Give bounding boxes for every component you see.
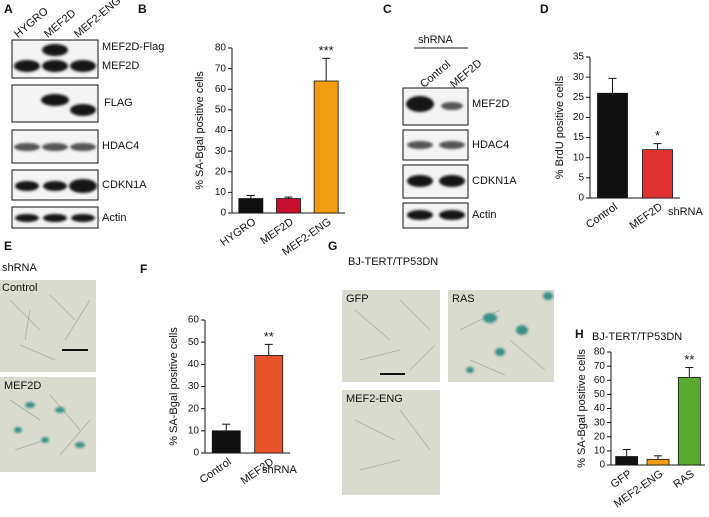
y-tick-label: 40 bbox=[594, 403, 606, 414]
y-tick-label: 10 bbox=[188, 425, 200, 436]
y-tick-label: 0 bbox=[599, 460, 605, 471]
condition-label: Control bbox=[2, 282, 37, 294]
y-tick-label: 0 bbox=[578, 193, 584, 204]
y-tick-label: 30 bbox=[215, 146, 227, 157]
chart-title: BJ-TERT/TP53DN bbox=[592, 331, 682, 343]
significance: ** bbox=[684, 352, 694, 367]
bar bbox=[677, 377, 701, 466]
bar bbox=[238, 198, 264, 214]
y-tick-label: 20 bbox=[573, 112, 585, 123]
lane-label: MEF2D bbox=[448, 57, 484, 90]
panel-letter: G bbox=[328, 239, 337, 253]
blot-a: HYGRO MEF2D MEF2-ENG MEF2D-Flag MEF2D FL… bbox=[11, 0, 164, 229]
images-e: shRNA Control MEF2D bbox=[0, 262, 96, 472]
y-tick-label: 80 bbox=[215, 43, 227, 54]
protein-label: MEF2D bbox=[102, 60, 139, 72]
y-tick-label: 5 bbox=[578, 172, 584, 183]
protein-label: MEF2D-Flag bbox=[102, 41, 164, 53]
x-tick-label: MEF2D bbox=[627, 201, 664, 232]
y-tick-label: 60 bbox=[215, 84, 227, 95]
y-tick-label: 35 bbox=[573, 52, 585, 63]
panel-letter: C bbox=[383, 2, 392, 16]
protein-label: Actin bbox=[102, 212, 126, 224]
condition-label: MEF2-ENG bbox=[346, 393, 403, 405]
protein-label: MEF2D bbox=[472, 98, 509, 110]
y-tick-label: 40 bbox=[215, 125, 227, 136]
y-tick-label: 70 bbox=[215, 63, 227, 74]
x-axis-label: shRNA bbox=[668, 206, 704, 218]
x-tick-label: RAS bbox=[671, 468, 696, 491]
panel-letter: A bbox=[4, 2, 13, 16]
panel-letter: H bbox=[575, 327, 584, 341]
images-g: BJ-TERT/TP53DN GFP RAS MEF2-ENG bbox=[342, 256, 554, 495]
y-tick-label: 10 bbox=[594, 446, 606, 457]
panel-letter: B bbox=[138, 2, 147, 16]
y-tick-label: 10 bbox=[573, 152, 585, 163]
y-tick-label: 30 bbox=[188, 381, 200, 392]
condition-label: GFP bbox=[346, 293, 369, 305]
y-tick-label: 25 bbox=[573, 92, 585, 103]
group-label: shRNA bbox=[2, 262, 38, 274]
x-tick-label: Control bbox=[198, 456, 234, 486]
bar bbox=[276, 198, 301, 214]
bar bbox=[313, 80, 339, 214]
group-label: shRNA bbox=[418, 34, 454, 46]
y-tick-label: 20 bbox=[188, 403, 200, 414]
y-axis-label: % SA-Bgal positive cells bbox=[576, 349, 588, 468]
significance: ** bbox=[264, 329, 274, 344]
protein-label: HDAC4 bbox=[472, 139, 509, 151]
protein-label: FLAG bbox=[104, 97, 133, 109]
protein-label: CDKN1A bbox=[102, 179, 147, 191]
y-axis-label: % SA-Bgal positive cells bbox=[168, 327, 180, 446]
y-tick-label: 30 bbox=[573, 72, 585, 83]
panel-letter: D bbox=[540, 2, 549, 16]
protein-label: HDAC4 bbox=[102, 140, 139, 152]
y-tick-label: 10 bbox=[215, 187, 227, 198]
panel-letter: E bbox=[4, 239, 12, 253]
blot-c: shRNA Control MEF2D MEF2D HDAC4 CDKN1A A… bbox=[402, 34, 517, 229]
y-tick-label: 80 bbox=[594, 347, 606, 358]
y-tick-label: 70 bbox=[594, 361, 606, 372]
panel-letter: F bbox=[140, 262, 147, 276]
bar bbox=[597, 92, 628, 199]
x-tick-label: Control bbox=[584, 201, 620, 231]
y-tick-label: 60 bbox=[188, 315, 200, 326]
y-tick-label: 60 bbox=[594, 375, 606, 386]
y-tick-label: 20 bbox=[594, 431, 606, 442]
bar bbox=[254, 355, 284, 454]
y-tick-label: 50 bbox=[188, 337, 200, 348]
significance: *** bbox=[319, 43, 334, 58]
image-title: BJ-TERT/TP53DN bbox=[348, 256, 438, 268]
bar bbox=[646, 458, 670, 466]
y-axis-label: % SA-Bgal positive cells bbox=[194, 71, 206, 190]
bar bbox=[615, 456, 639, 466]
y-tick-label: 0 bbox=[220, 208, 226, 219]
y-tick-label: 30 bbox=[594, 417, 606, 428]
lane-label: MEF2-ENG bbox=[72, 0, 123, 41]
x-axis-label: shRNA bbox=[262, 464, 298, 476]
y-tick-label: 0 bbox=[193, 448, 199, 459]
y-tick-label: 20 bbox=[215, 166, 227, 177]
y-tick-label: 50 bbox=[215, 105, 227, 116]
condition-label: RAS bbox=[452, 293, 475, 305]
protein-label: Actin bbox=[472, 209, 496, 221]
y-tick-label: 50 bbox=[594, 389, 606, 400]
condition-label: MEF2D bbox=[4, 380, 41, 392]
y-tick-label: 15 bbox=[573, 132, 585, 143]
significance: * bbox=[655, 128, 660, 143]
y-tick-label: 40 bbox=[188, 359, 200, 370]
lane-label: Control bbox=[418, 59, 453, 91]
bar bbox=[211, 430, 241, 454]
x-tick-label: HYGRO bbox=[218, 216, 258, 249]
y-axis-label: % BrdU positive cells bbox=[554, 75, 566, 179]
bar bbox=[642, 149, 673, 199]
protein-label: CDKN1A bbox=[472, 175, 517, 187]
